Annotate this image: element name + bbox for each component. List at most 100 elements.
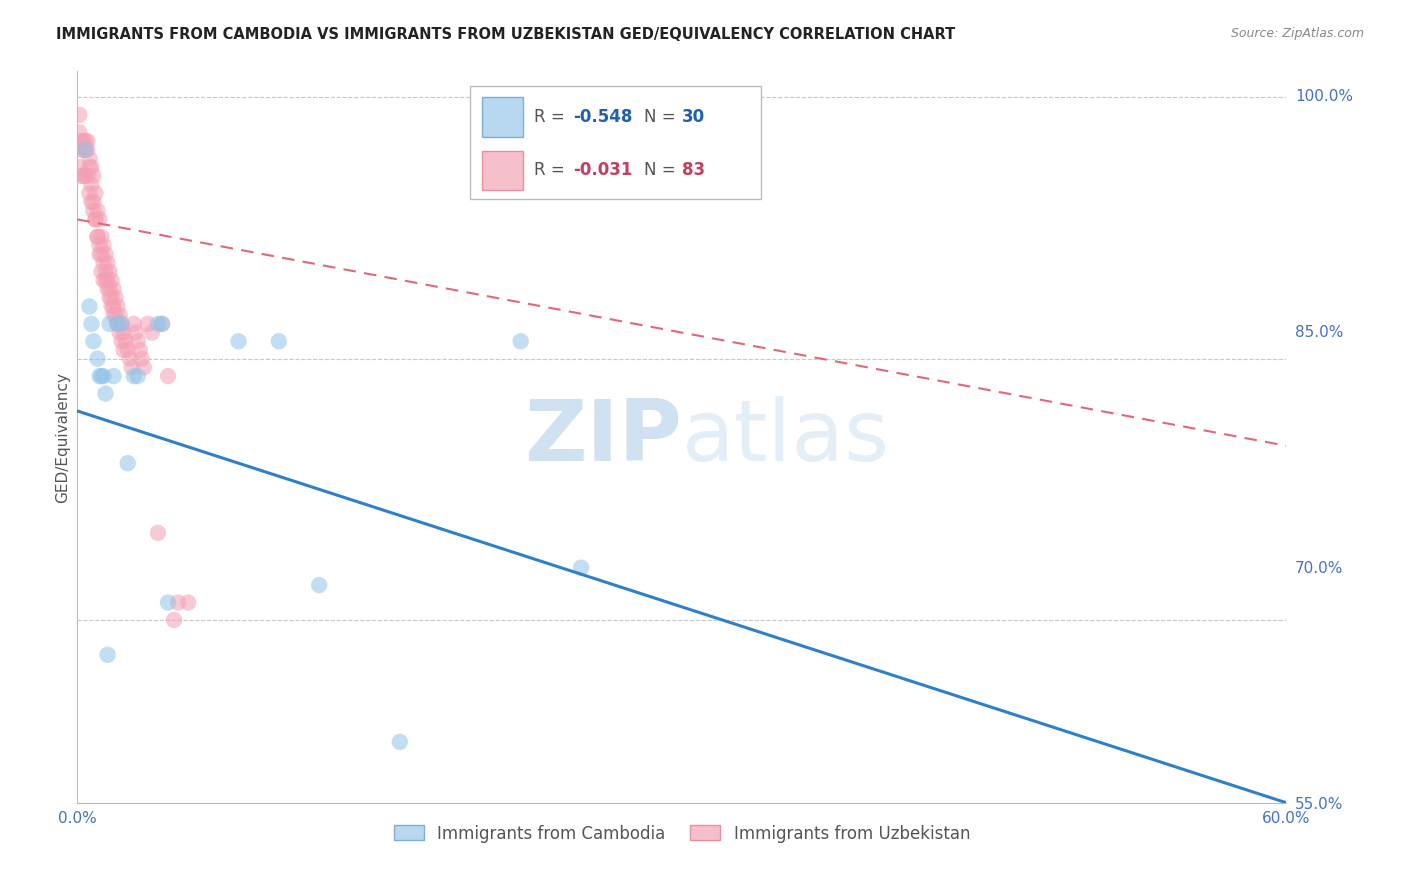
Point xyxy=(67,160,90,174)
Point xyxy=(79,186,101,201)
Point xyxy=(94,265,117,279)
Point xyxy=(82,334,104,349)
Point xyxy=(107,317,129,331)
Point xyxy=(70,143,93,157)
Point xyxy=(84,186,107,201)
Point xyxy=(75,169,97,183)
Point xyxy=(93,273,115,287)
Point xyxy=(76,134,98,148)
Point xyxy=(76,143,98,157)
Point xyxy=(90,247,112,261)
Point xyxy=(79,300,101,314)
Point xyxy=(136,317,159,331)
Point xyxy=(84,212,107,227)
Point xyxy=(86,203,108,218)
Point xyxy=(89,212,111,227)
Point xyxy=(103,369,125,384)
Point xyxy=(111,334,134,349)
Point xyxy=(98,282,121,296)
Point xyxy=(76,169,98,183)
Point xyxy=(132,360,155,375)
Point xyxy=(98,317,121,331)
Point xyxy=(117,456,139,470)
Point xyxy=(127,334,149,349)
Point xyxy=(122,369,145,384)
Point xyxy=(82,169,104,183)
Point xyxy=(118,351,141,366)
Point xyxy=(150,317,173,331)
Point xyxy=(104,291,127,305)
Point xyxy=(157,595,180,609)
Point xyxy=(308,578,330,592)
Point xyxy=(111,317,134,331)
Point xyxy=(93,256,115,270)
Point xyxy=(90,265,112,279)
Point xyxy=(103,300,125,314)
Point xyxy=(108,308,131,322)
Point xyxy=(72,134,94,148)
Point xyxy=(67,108,90,122)
Point xyxy=(80,194,103,209)
Y-axis label: GED/Equivalency: GED/Equivalency xyxy=(55,372,70,502)
Point xyxy=(167,595,190,609)
Point xyxy=(94,273,117,287)
Point xyxy=(96,648,118,662)
Point xyxy=(98,265,121,279)
Point xyxy=(146,317,169,331)
Point xyxy=(157,369,180,384)
Point xyxy=(82,203,104,218)
Point xyxy=(128,343,150,357)
Point xyxy=(146,525,169,540)
Point xyxy=(84,212,107,227)
Point xyxy=(96,256,118,270)
Point xyxy=(112,343,135,357)
Point xyxy=(228,334,250,349)
Point xyxy=(98,291,121,305)
Point xyxy=(108,326,131,340)
Point xyxy=(100,291,122,305)
Point xyxy=(72,143,94,157)
Point xyxy=(93,369,115,384)
Point xyxy=(107,317,129,331)
Point xyxy=(94,247,117,261)
Legend: Immigrants from Cambodia, Immigrants from Uzbekistan: Immigrants from Cambodia, Immigrants fro… xyxy=(387,818,977,849)
Point xyxy=(111,317,134,331)
Point xyxy=(75,134,97,148)
Point xyxy=(75,143,97,157)
Point xyxy=(90,369,112,384)
Point xyxy=(86,229,108,244)
Point xyxy=(141,326,163,340)
Text: ZIP: ZIP xyxy=(524,395,682,479)
Text: atlas: atlas xyxy=(682,395,890,479)
Point xyxy=(80,160,103,174)
Point xyxy=(107,300,129,314)
Point xyxy=(103,308,125,322)
Point xyxy=(89,247,111,261)
Text: Source: ZipAtlas.com: Source: ZipAtlas.com xyxy=(1230,27,1364,40)
Point xyxy=(90,229,112,244)
Point xyxy=(80,317,103,331)
Point xyxy=(177,595,200,609)
Point xyxy=(96,282,118,296)
Point xyxy=(89,369,111,384)
Point xyxy=(112,326,135,340)
Point xyxy=(93,238,115,252)
Point xyxy=(75,143,97,157)
Point xyxy=(569,560,592,574)
Point xyxy=(150,317,173,331)
Point xyxy=(67,125,90,139)
Point xyxy=(79,160,101,174)
Point xyxy=(72,169,94,183)
Point xyxy=(125,326,148,340)
Point xyxy=(96,273,118,287)
Point xyxy=(792,865,814,880)
Point xyxy=(163,613,186,627)
Point xyxy=(127,369,149,384)
Point xyxy=(100,300,122,314)
Point xyxy=(89,238,111,252)
Point xyxy=(388,735,411,749)
Point xyxy=(80,178,103,192)
Point xyxy=(82,194,104,209)
Point xyxy=(79,152,101,166)
Point xyxy=(107,317,129,331)
